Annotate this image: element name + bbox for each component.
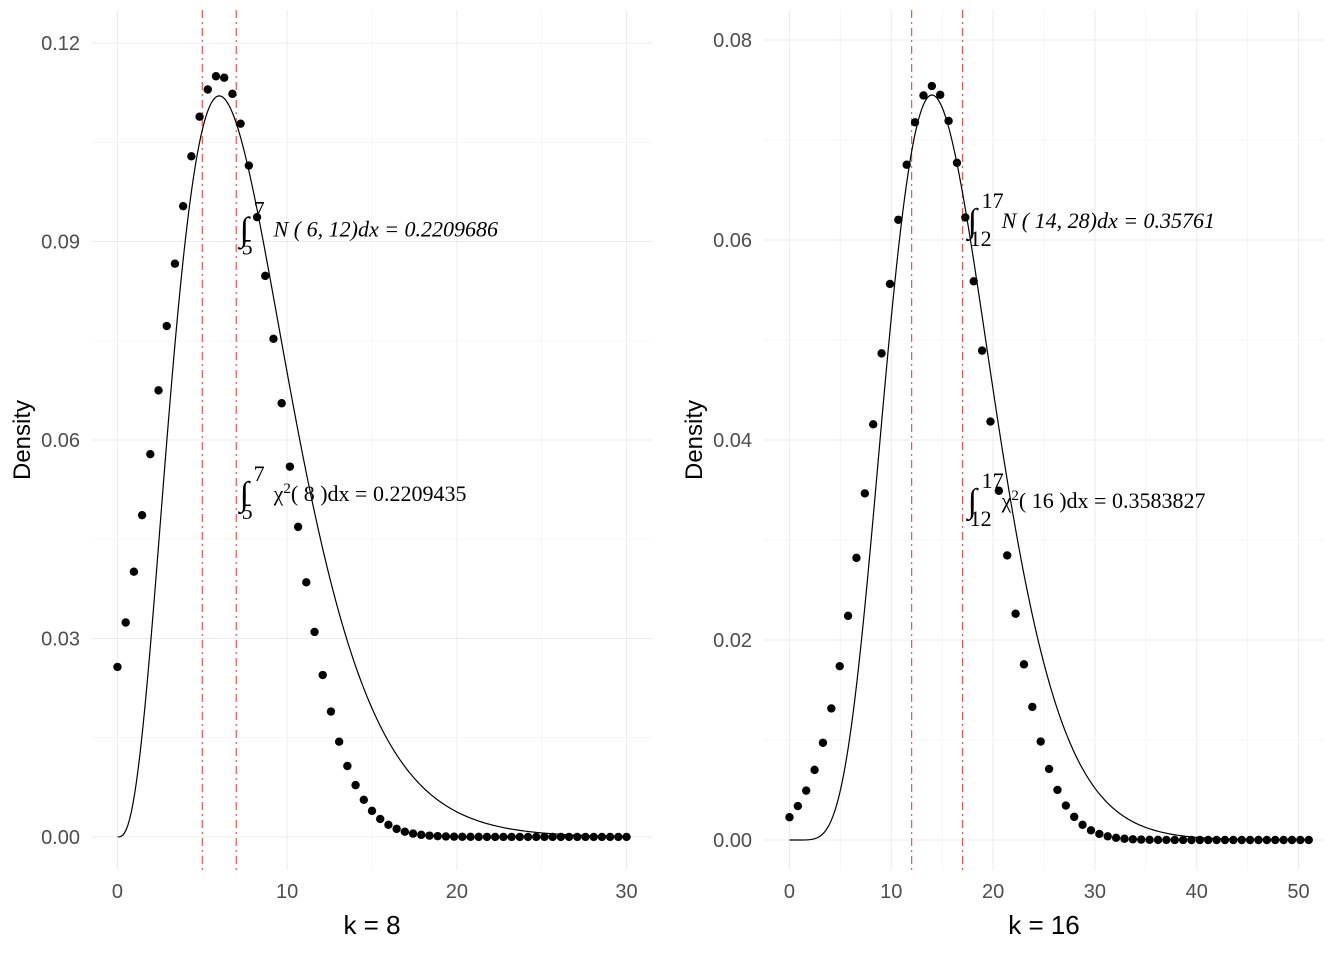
integral-lower: 12 xyxy=(970,506,992,531)
x-tick-label: 0 xyxy=(112,881,123,903)
x-tick-label: 20 xyxy=(982,881,1004,903)
x-tick-label: 30 xyxy=(615,881,637,903)
annotation-chi: χ2( 16 )dx = 0.3583827 xyxy=(1001,488,1206,513)
y-tick-label: 0.00 xyxy=(713,830,752,852)
x-tick-label: 20 xyxy=(446,881,468,903)
y-axis-label: Density xyxy=(9,400,36,480)
x-axis-label: k = 8 xyxy=(343,910,400,940)
x-tick-label: 40 xyxy=(1186,881,1208,903)
integral-upper: 7 xyxy=(254,461,265,486)
x-tick-label: 10 xyxy=(880,881,902,903)
y-tick-label: 0.03 xyxy=(41,628,80,650)
x-tick-label: 10 xyxy=(276,881,298,903)
right-panel: 0 10 20 30 40 50 0.00 0.02 0.04 0.06 0.08 k = 16 Den… xyxy=(672,0,1344,960)
x-axis-label: k = 16 xyxy=(1008,910,1080,940)
y-tick-label: 0.12 xyxy=(41,33,80,55)
annotation-normal: N ( 14, 28)dx = 0.35761 xyxy=(1001,208,1215,233)
x-tick-label: 30 xyxy=(1084,881,1106,903)
annotation-normal: N ( 6, 12)dx = 0.2209686 xyxy=(273,216,498,241)
y-tick-label: 0.06 xyxy=(713,230,752,252)
x-tick-label: 0 xyxy=(784,881,795,903)
y-tick-label: 0.04 xyxy=(713,430,752,452)
y-axis-label: Density xyxy=(681,400,708,480)
integral-lower: 5 xyxy=(242,499,253,524)
annotation-chi: χ2( 8 )dx = 0.2209435 xyxy=(273,481,467,506)
y-tick-label: 0.09 xyxy=(41,232,80,254)
y-tick-label: 0.02 xyxy=(713,630,752,652)
integral-lower: 12 xyxy=(970,226,992,251)
integral-upper: 17 xyxy=(982,468,1004,493)
x-tick-label: 50 xyxy=(1287,881,1309,903)
integral-upper: 7 xyxy=(254,196,265,221)
left-panel: 01020300.000.030.060.090.12k = 8Density∫… xyxy=(0,0,672,960)
y-tick-label: 0.06 xyxy=(41,430,80,452)
y-tick-label: 0.00 xyxy=(41,827,80,849)
integral-upper: 17 xyxy=(982,188,1004,213)
integral-lower: 5 xyxy=(242,234,253,259)
y-tick-label: 0.08 xyxy=(713,30,752,52)
figure: 01020300.000.030.060.090.12k = 8Density∫… xyxy=(0,0,1344,960)
